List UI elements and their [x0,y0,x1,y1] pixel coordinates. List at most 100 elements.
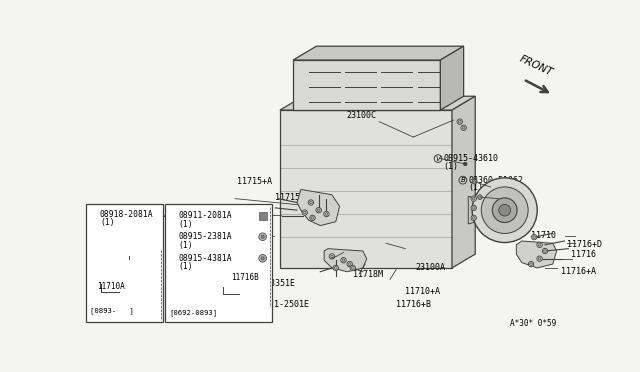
Text: 11716: 11716 [571,250,596,259]
Text: 11710A: 11710A [97,282,125,291]
Circle shape [532,236,536,238]
Circle shape [334,267,337,269]
Circle shape [244,287,250,293]
Polygon shape [452,96,476,268]
Text: 23100C: 23100C [346,111,376,120]
Circle shape [316,208,321,213]
Circle shape [461,125,467,131]
Polygon shape [516,241,557,268]
Circle shape [348,263,351,266]
Text: W: W [170,234,177,240]
Circle shape [457,119,463,124]
Text: 08915-43610: 08915-43610 [444,154,499,163]
Polygon shape [440,46,463,110]
Text: 11715: 11715 [275,193,300,202]
Text: 08911-2081A: 08911-2081A [179,211,232,221]
Text: (2): (2) [109,242,124,251]
Circle shape [333,265,339,271]
Circle shape [125,284,132,290]
Text: [0893-   ]: [0893- ] [90,308,134,314]
Circle shape [471,196,476,201]
Circle shape [477,195,482,199]
Circle shape [472,217,475,219]
Circle shape [538,244,541,246]
Polygon shape [293,46,463,60]
Circle shape [529,262,534,267]
Circle shape [340,257,346,263]
Text: (1): (1) [179,241,193,250]
Polygon shape [468,196,478,224]
Circle shape [245,288,248,291]
Text: 11710: 11710 [531,231,556,240]
Circle shape [458,120,461,123]
Text: 11716B: 11716B [231,273,259,282]
Text: 08915-2381A: 08915-2381A [179,232,232,241]
Circle shape [538,257,541,260]
Circle shape [302,210,307,215]
Polygon shape [280,110,452,268]
Text: N: N [92,211,97,217]
Text: A*30* 0*59: A*30* 0*59 [510,319,556,328]
Text: (1): (1) [179,220,193,229]
Text: (1): (1) [241,286,255,295]
Text: SEE SEC. 231: SEE SEC. 231 [476,206,535,215]
Text: [0692-0893]: [0692-0893] [169,309,218,316]
Text: N: N [170,213,176,219]
Text: 11716+D: 11716+D [566,240,602,249]
Text: 11718M: 11718M [353,270,383,279]
Text: B: B [101,236,106,242]
Polygon shape [324,249,367,272]
Text: 08915-4381A: 08915-4381A [179,254,232,263]
Polygon shape [293,60,440,110]
Circle shape [462,126,465,129]
Bar [165,203,272,323]
Circle shape [479,196,481,198]
Circle shape [472,197,475,200]
Circle shape [471,215,476,221]
Circle shape [261,235,264,238]
Text: (1): (1) [468,183,483,192]
Circle shape [543,250,547,252]
Text: 11716+C: 11716+C [489,193,524,202]
Text: (1): (1) [179,262,193,271]
Circle shape [324,211,329,217]
Circle shape [261,257,264,260]
Circle shape [317,209,320,212]
Circle shape [537,242,542,247]
Circle shape [472,178,537,243]
Text: B: B [232,280,237,286]
Text: B: B [460,177,465,183]
Text: 11716+B: 11716+B [396,301,431,310]
Text: 08121-2501E: 08121-2501E [254,301,309,310]
Circle shape [530,263,532,266]
Circle shape [499,204,511,216]
Circle shape [350,265,355,271]
Circle shape [471,205,476,211]
Text: 08915-3381A: 08915-3381A [114,209,169,218]
Circle shape [481,187,528,234]
Circle shape [492,198,517,222]
Circle shape [127,257,131,261]
Text: (2): (2) [114,217,129,226]
Circle shape [531,234,537,240]
Text: B: B [246,302,252,308]
Circle shape [330,255,333,258]
Circle shape [310,215,316,221]
Circle shape [308,200,314,205]
Text: (1): (1) [100,218,115,227]
Text: (2): (2) [254,308,269,317]
Circle shape [347,262,353,267]
Polygon shape [280,96,476,110]
Text: V: V [171,255,175,261]
Polygon shape [297,189,340,225]
Circle shape [463,162,467,166]
Text: W: W [105,211,112,217]
Circle shape [325,213,328,215]
Circle shape [542,248,548,254]
Circle shape [259,254,266,262]
Text: V: V [436,155,440,161]
Text: 11715+A: 11715+A [237,177,271,186]
Circle shape [303,211,306,214]
Circle shape [474,180,476,183]
Text: 08918-2081A: 08918-2081A [100,210,154,219]
